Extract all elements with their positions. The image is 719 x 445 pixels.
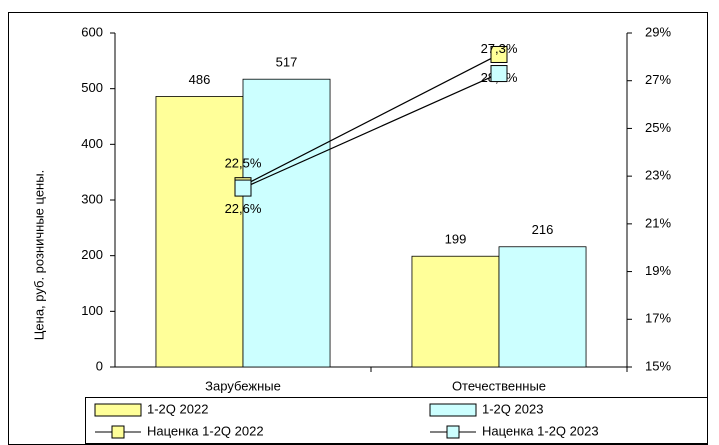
- bar-value-label: 517: [276, 55, 298, 70]
- legend-frame: [85, 397, 708, 444]
- y-tick-label: 200: [81, 247, 103, 262]
- y2-tick-label: 25%: [645, 120, 671, 135]
- line-marker: [490, 65, 508, 83]
- legend-marker: [111, 425, 125, 439]
- y-tick-label: 500: [81, 80, 103, 95]
- bar-value-label: 216: [532, 222, 554, 237]
- line: [242, 53, 500, 187]
- y-tick-label: 400: [81, 136, 103, 151]
- bar: [155, 96, 244, 368]
- y2-tick-label: 17%: [645, 311, 671, 326]
- legend-label: Наценка 1-2Q 2023: [482, 423, 599, 438]
- y2-tick-label: 19%: [645, 263, 671, 278]
- y-axis-label: Цена, руб. розничные цены.: [31, 170, 46, 340]
- legend-swatch: [429, 403, 477, 417]
- x-tick-label: Зарубежные: [205, 378, 281, 393]
- bar-value-label: 486: [189, 72, 211, 87]
- line-value-label: 27,3%: [481, 41, 518, 56]
- x-tick-label: Отечественные: [452, 378, 546, 393]
- bar: [498, 246, 587, 368]
- line-value-label: 22,5%: [225, 156, 262, 171]
- y-tick-label: 600: [81, 24, 103, 39]
- y2-tick-label: 29%: [645, 24, 671, 39]
- y2-tick-label: 23%: [645, 168, 671, 183]
- legend-marker: [446, 425, 460, 439]
- line-value-label: 22,6%: [225, 201, 262, 216]
- y2-tick-label: 27%: [645, 72, 671, 87]
- legend-label: 1-2Q 2023: [482, 401, 543, 416]
- chart-frame: [8, 12, 708, 445]
- line: [242, 73, 500, 189]
- y-tick-label: 100: [81, 303, 103, 318]
- legend-label: Наценка 1-2Q 2022: [147, 423, 264, 438]
- legend-label: 1-2Q 2022: [147, 401, 208, 416]
- line-marker: [490, 45, 508, 63]
- y2-tick-label: 15%: [645, 358, 671, 373]
- y-tick-label: 300: [81, 191, 103, 206]
- y-tick-label: 0: [96, 358, 103, 373]
- line-marker: [234, 179, 252, 197]
- bar-value-label: 199: [445, 232, 467, 247]
- bar: [411, 255, 500, 368]
- y2-tick-label: 21%: [645, 215, 671, 230]
- bar: [242, 78, 331, 368]
- legend-swatch: [94, 403, 142, 417]
